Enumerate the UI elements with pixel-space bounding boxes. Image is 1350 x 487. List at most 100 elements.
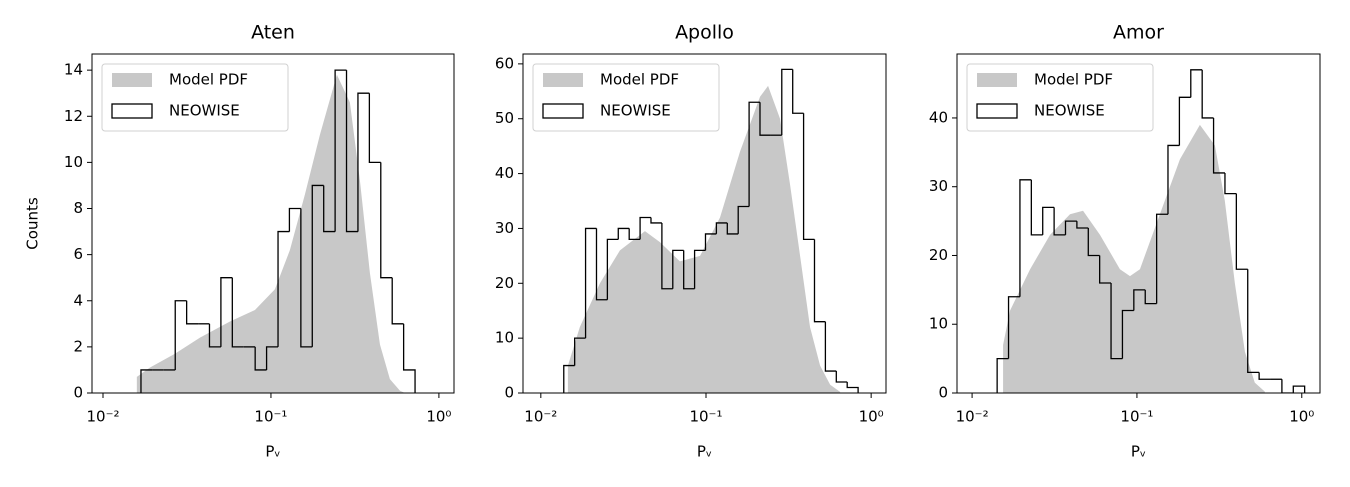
hist-step — [1212, 117, 1225, 174]
y-tick-label: 20 — [929, 246, 948, 264]
y-tick-label: 6 — [73, 245, 83, 263]
y-tick-label: 0 — [504, 384, 514, 402]
legend-swatch — [542, 103, 584, 119]
hist-step — [726, 222, 739, 235]
legend-swatch — [976, 103, 1018, 119]
x-tick-label: 10⁰ — [859, 408, 884, 426]
hist-step — [737, 205, 750, 234]
legend-swatch — [977, 73, 1017, 87]
hist-step — [1007, 296, 1020, 359]
x-axis-label: Pᵥ — [265, 443, 280, 461]
hist-step — [1110, 282, 1123, 360]
x-tick-label: 10⁻¹ — [1120, 408, 1153, 426]
legend-swatch — [543, 73, 583, 87]
panel: 0 10 20 30 40 50 60 10⁻² 10⁻¹ 10⁰ Apollo Pᵥ Model PD… — [495, 22, 887, 461]
hist-step — [277, 230, 290, 347]
hist-step — [1030, 179, 1043, 236]
hist-step — [1292, 385, 1306, 393]
hist-step — [1224, 172, 1237, 195]
hist-step — [617, 227, 630, 240]
hist-step — [1247, 269, 1260, 374]
hist-step — [254, 346, 267, 371]
plot-area — [996, 69, 1306, 393]
hist-step — [683, 250, 695, 290]
hist-step — [1258, 372, 1271, 380]
hist-step — [574, 337, 586, 366]
y-tick-label: 0 — [938, 384, 948, 402]
hist-step — [311, 184, 324, 347]
hist-step — [323, 185, 336, 233]
x-tick-label: 10⁰ — [1289, 408, 1314, 426]
hist-step — [715, 222, 728, 234]
hist-step — [1178, 96, 1191, 146]
hist-step — [334, 69, 347, 232]
x-axis-label: Pᵥ — [697, 443, 712, 461]
hist-step — [288, 207, 301, 232]
legend: Model PDF NEOWISE — [101, 63, 289, 132]
hist-step — [704, 233, 717, 251]
hist-step — [368, 93, 381, 164]
chart-title: Apollo — [675, 22, 734, 44]
panel: 0 10 20 30 40 10⁻² 10⁻¹ 10⁰ Amor Pᵥ Model PDF NEOWI… — [929, 22, 1321, 461]
hist-step — [402, 323, 416, 393]
hist-step — [357, 92, 370, 232]
hist-step — [628, 228, 641, 241]
y-tick-label: 14 — [64, 61, 83, 79]
hist-step — [231, 277, 244, 348]
hist-step — [584, 227, 597, 339]
plot-area — [136, 69, 416, 393]
hist-step — [1190, 69, 1203, 98]
hist-step — [380, 162, 393, 279]
hist-step — [672, 249, 684, 289]
x-tick-label: 10⁻¹ — [689, 408, 722, 426]
y-tick-label: 8 — [73, 199, 83, 217]
y-tick-label: 30 — [495, 219, 514, 237]
hist-step — [792, 69, 804, 114]
x-tick-label: 10⁻² — [956, 408, 989, 426]
hist-step — [208, 323, 221, 348]
legend-label: NEOWISE — [169, 102, 240, 120]
hist-step — [781, 68, 793, 136]
hist-step — [345, 70, 358, 233]
hist-step — [639, 216, 651, 240]
hist-step — [748, 101, 760, 207]
hist-step — [813, 239, 826, 323]
y-tick-label: 12 — [64, 107, 83, 125]
axes-frame — [956, 53, 1321, 394]
hist-step — [996, 357, 1009, 393]
y-tick-label: 2 — [73, 337, 83, 355]
legend-label: NEOWISE — [600, 102, 671, 120]
hist-step — [1042, 206, 1055, 235]
hist-step — [1235, 193, 1248, 270]
axes-frame — [522, 53, 887, 394]
model-area — [1003, 124, 1265, 393]
hist-step — [185, 300, 199, 325]
hist-step — [1087, 227, 1100, 257]
model-area — [136, 74, 405, 393]
hist-step — [391, 277, 404, 325]
hist-step — [1121, 309, 1134, 359]
hist-step — [1281, 379, 1294, 393]
hist-step — [595, 228, 608, 301]
y-tick-label: 4 — [73, 291, 83, 309]
legend-swatch — [112, 73, 152, 87]
model-area — [567, 85, 841, 393]
hist-step — [802, 113, 815, 241]
y-tick-label: 40 — [495, 164, 514, 182]
hist-step — [846, 382, 859, 393]
legend: Model PDF NEOWISE — [966, 63, 1154, 132]
hist-step — [300, 208, 313, 348]
legend-label: Model PDF — [1034, 71, 1113, 89]
hist-step — [824, 321, 837, 372]
y-axis-label: Counts — [24, 197, 42, 250]
x-axis-label: Pᵥ — [1131, 443, 1146, 461]
y-tick-label: 10 — [64, 153, 83, 171]
legend-label: Model PDF — [600, 71, 679, 89]
hist-step — [1133, 289, 1146, 311]
x-tick-label: 10⁻² — [524, 408, 557, 426]
axes-frame — [91, 53, 455, 394]
panel: 0 2 4 6 8 10 12 14 10⁻² 10⁻¹ 10⁰ Aten Pᵥ Counts Model … — [24, 22, 455, 461]
y-tick-label: 10 — [929, 315, 948, 333]
hist-step — [606, 238, 619, 300]
hist-step — [1076, 221, 1089, 229]
